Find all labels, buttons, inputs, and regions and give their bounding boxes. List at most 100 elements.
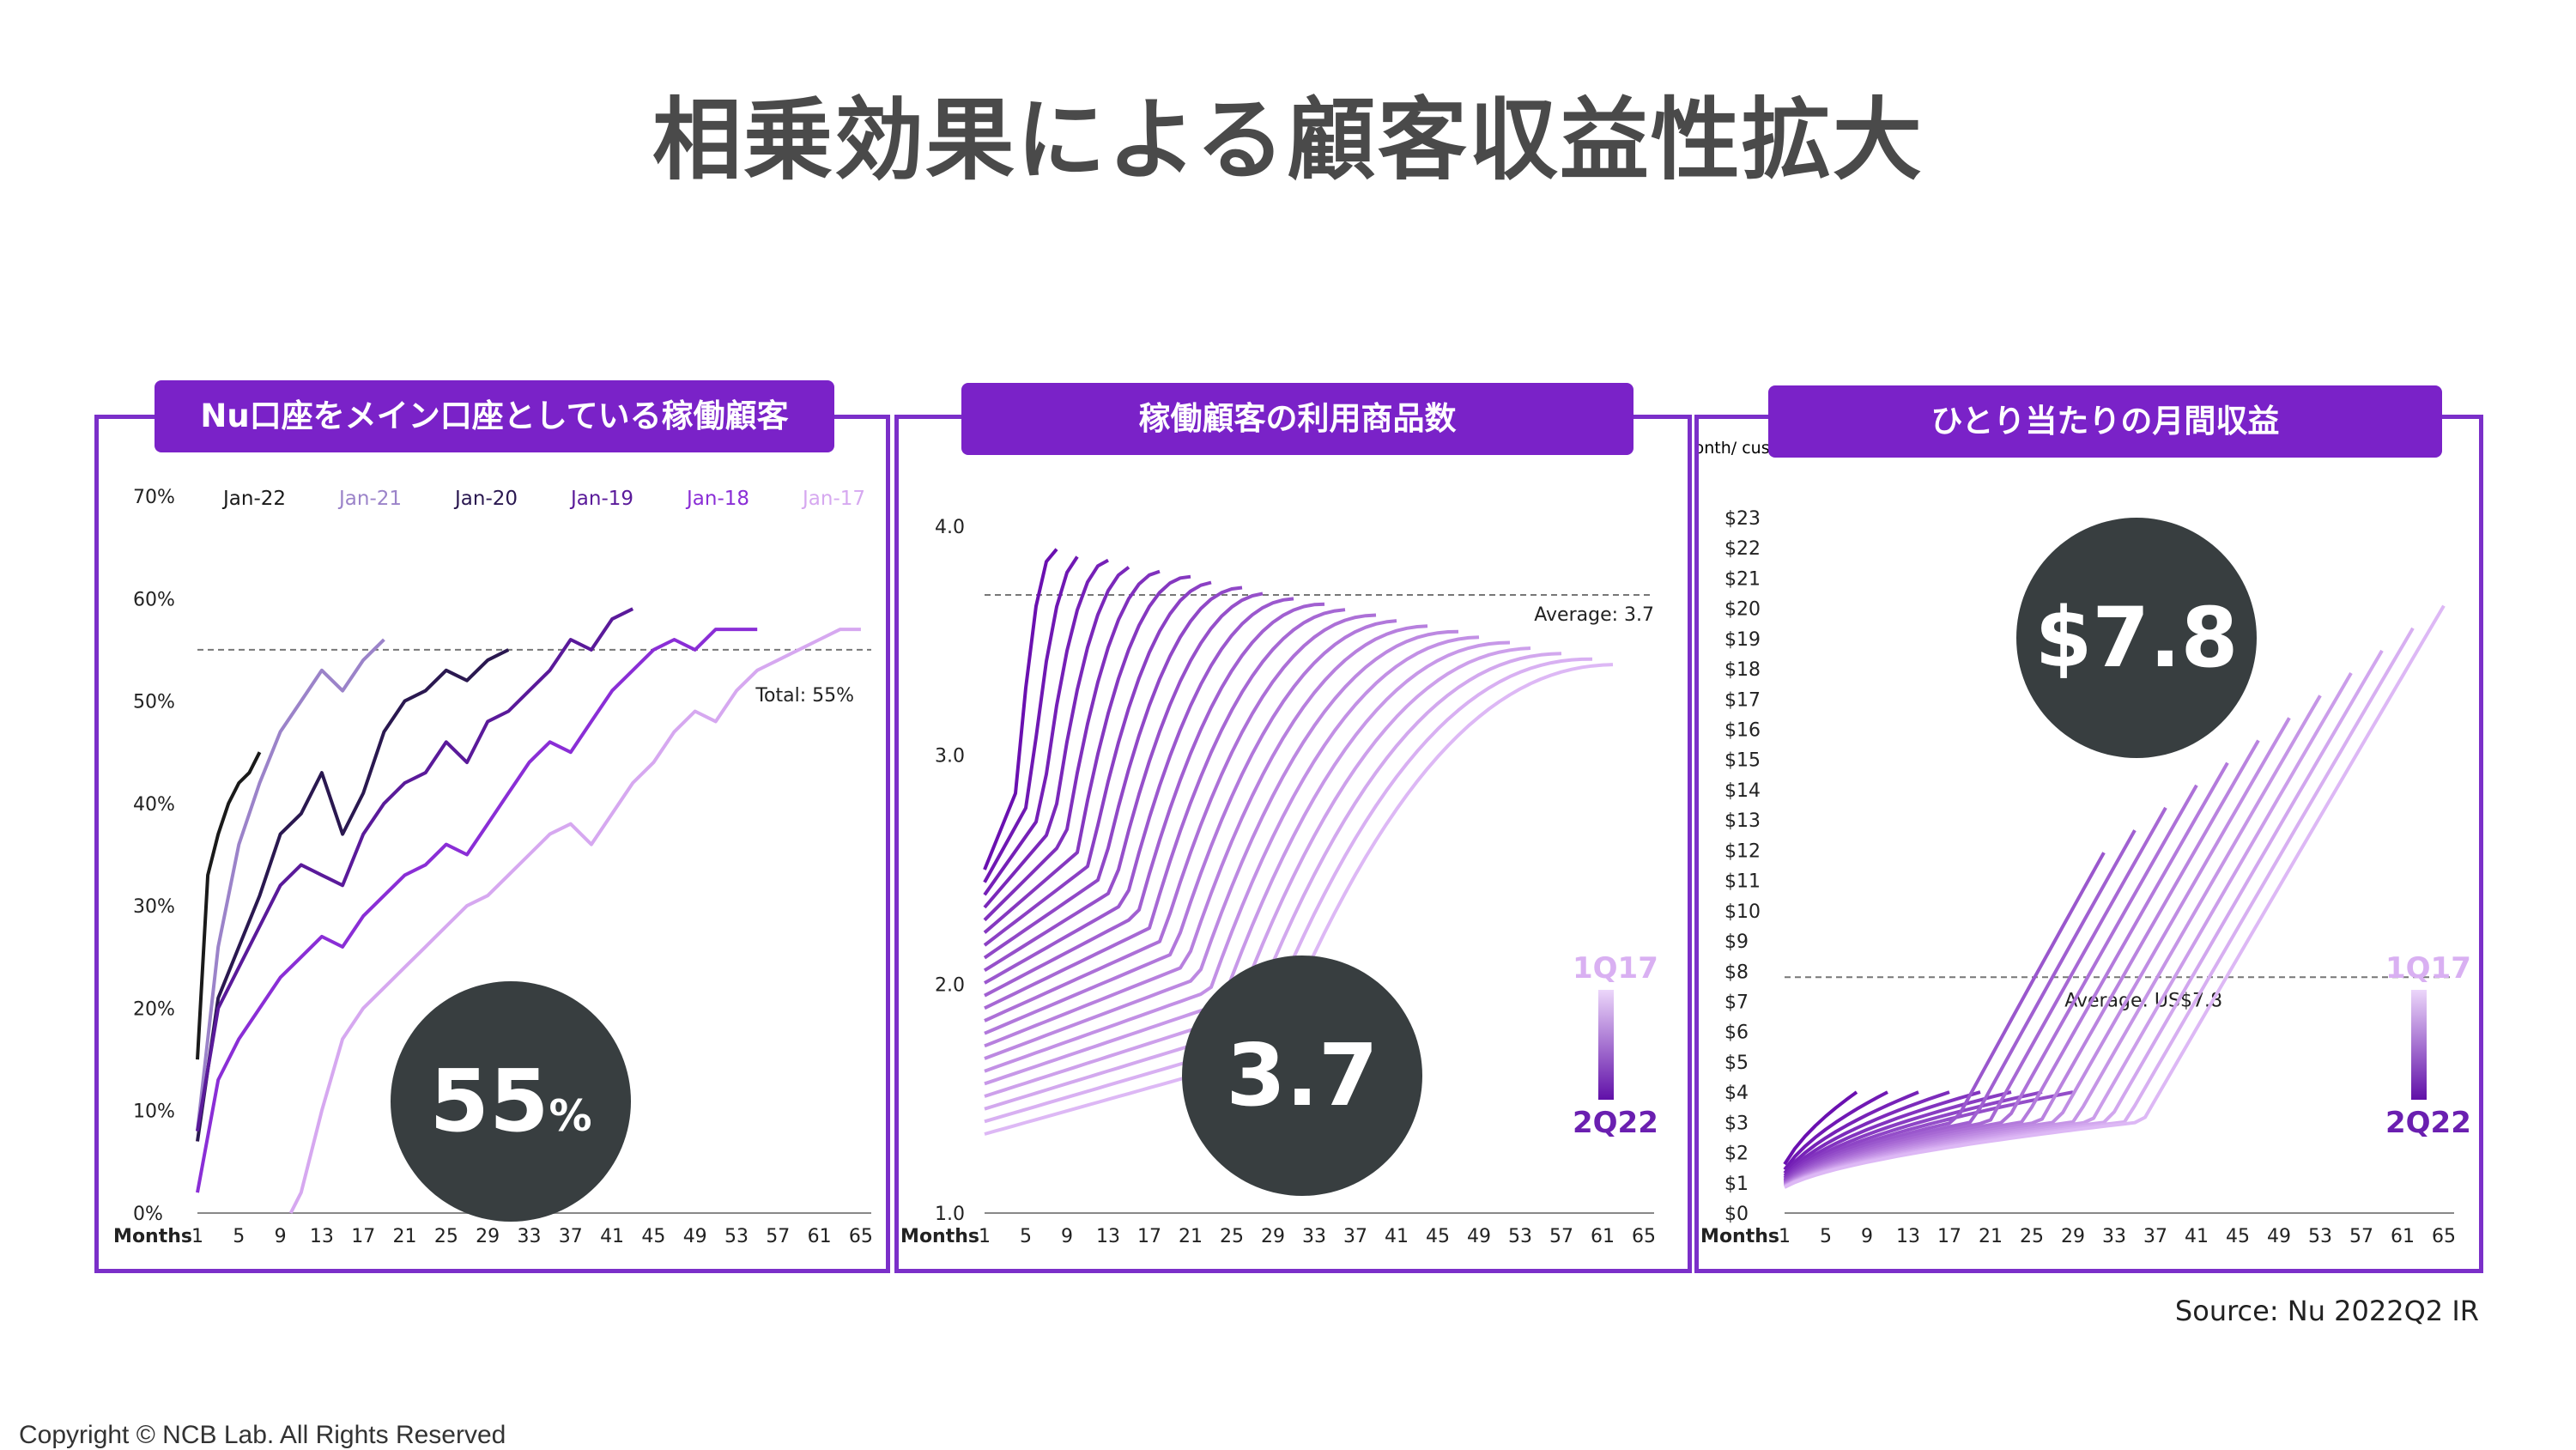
y-tick-label: $14 [1724, 780, 1761, 802]
x-tick-label: 17 [1937, 1226, 1961, 1247]
series-line [196, 751, 262, 1060]
y-tick-label: $9 [1724, 931, 1749, 953]
cohort-line [984, 635, 1480, 1073]
panel-revenue: 1 5 9 13 17 21 25 29 33 37 41 45 49 53 57 61 65 Months $0 $… [1694, 415, 2483, 1273]
x-tick-label: 9 [275, 1226, 287, 1247]
cohort-line [1783, 829, 2137, 1185]
x-tick-label: 29 [1261, 1226, 1285, 1247]
x-tick-label: 9 [1061, 1226, 1073, 1247]
x-tick-label: 49 [683, 1226, 707, 1247]
y-tick-label: $22 [1724, 538, 1761, 560]
y-tick-label: 40% [133, 794, 175, 816]
panel-main-account: 1 5 9 13 17 21 25 29 33 37 41 45 49 53 57 61 65 Months 0% 1… [94, 415, 890, 1273]
average-label: Total: 55% [755, 685, 854, 707]
y-tick-label: 20% [133, 998, 175, 1020]
x-tick-label: 65 [849, 1226, 873, 1247]
x-tick-label: 65 [2432, 1226, 2456, 1247]
cohort-line [1784, 604, 2446, 1189]
y-tick-label: 2.0 [935, 974, 965, 996]
cohort-line [984, 629, 1459, 1060]
y-tick-label: $11 [1724, 871, 1761, 893]
series-line [288, 628, 861, 1214]
cohort-line [1783, 1090, 1919, 1174]
x-tick-label: 41 [1385, 1226, 1409, 1247]
cohort-line [1783, 1090, 1888, 1171]
cohort-line [1783, 1090, 1950, 1177]
y-tick-label: $20 [1724, 599, 1761, 621]
x-tick-label: 29 [476, 1226, 500, 1247]
x-tick-label: 29 [2061, 1226, 2085, 1247]
legend-entry: Jan-19 [569, 488, 633, 510]
x-tick-label: 5 [1820, 1226, 1832, 1247]
cohort-line [984, 619, 1397, 1035]
x-tick-label: 33 [2102, 1226, 2126, 1247]
panel-products: 1 5 9 13 17 21 25 29 33 37 41 45 49 53 57 61 65 Months 1.0… [894, 415, 1692, 1273]
cohort-line [983, 585, 1243, 960]
y-tick-label: $23 [1724, 508, 1761, 530]
cohort-line [1783, 1090, 1981, 1180]
legend-entry: Jan-20 [453, 488, 518, 510]
y-tick-label: $17 [1724, 689, 1761, 711]
y-tick-label: $18 [1724, 659, 1761, 681]
x-tick-label: 1 [191, 1226, 203, 1247]
cohort-line [1784, 739, 2260, 1187]
legend-gradient-bar [1598, 990, 1614, 1100]
legend-gradient-bar [2411, 990, 2427, 1100]
x-tick-label: 1 [1779, 1226, 1791, 1247]
page-title: 相乗効果による顧客収益性拡大 [652, 88, 1924, 192]
highlight-unit: % [549, 1091, 592, 1141]
highlight-value: 55 [429, 1051, 549, 1151]
x-tick-label: 45 [2226, 1226, 2250, 1247]
y-tick-label: $2 [1724, 1144, 1749, 1165]
cohort-line [983, 580, 1212, 947]
y-tick-label: 4.0 [935, 517, 965, 538]
average-label: Average: 3.7 [1534, 604, 1654, 626]
x-tick-label: 17 [351, 1226, 375, 1247]
x-tick-label: 65 [1632, 1226, 1656, 1247]
legend-entry: Jan-18 [685, 488, 749, 510]
cohort-line [984, 608, 1346, 1010]
tab-products: 稼働顧客の利用商品数 [961, 383, 1633, 455]
legend-entry: Jan-17 [801, 488, 865, 510]
x-tick-label: 25 [1220, 1226, 1244, 1247]
y-tick-label: $21 [1724, 568, 1761, 590]
series-line [196, 607, 634, 1131]
cohort-line [984, 646, 1531, 1098]
x-tick-label: 53 [1508, 1226, 1532, 1247]
highlight-value: 3.7 [1226, 1025, 1379, 1125]
cohort-line [1783, 1090, 2012, 1180]
x-tick-label: 57 [1549, 1226, 1573, 1247]
y-tick-label: $5 [1724, 1053, 1749, 1074]
series-line [196, 628, 758, 1193]
x-tick-label: 5 [1020, 1226, 1032, 1247]
x-tick-label: 49 [1467, 1226, 1491, 1247]
y-tick-label: 10% [133, 1101, 175, 1123]
y-tick-label: $13 [1724, 810, 1761, 832]
x-tick-label: 61 [1591, 1226, 1615, 1247]
x-tick-label: 21 [393, 1226, 417, 1247]
cohort-line [983, 548, 1058, 871]
legend-entry: Jan-22 [221, 488, 286, 510]
cohort-line [1783, 1090, 1858, 1166]
x-axis-title: Months [113, 1226, 192, 1247]
cohort-line [1783, 852, 2106, 1184]
cohort-line [983, 558, 1109, 896]
highlight-bubble-3-7: 3.7 [1182, 956, 1422, 1196]
x-tick-label: 49 [2267, 1226, 2291, 1247]
y-tick-label: $19 [1724, 629, 1761, 651]
x-tick-label: 13 [1096, 1226, 1120, 1247]
cohort-line [983, 592, 1264, 973]
y-tick-label: $0 [1724, 1204, 1749, 1225]
cohort-line [983, 569, 1161, 922]
x-tick-label: 13 [310, 1226, 334, 1247]
x-tick-label: 25 [2020, 1226, 2044, 1247]
x-tick-label: 37 [2143, 1226, 2167, 1247]
x-tick-label: 1 [979, 1226, 991, 1247]
series-line [196, 648, 510, 1142]
cohort-line [1783, 1090, 2074, 1183]
x-tick-label: 61 [808, 1226, 832, 1247]
y-tick-label: $4 [1724, 1083, 1749, 1104]
y-tick-label: $16 [1724, 720, 1761, 742]
cohort-line [984, 624, 1428, 1048]
